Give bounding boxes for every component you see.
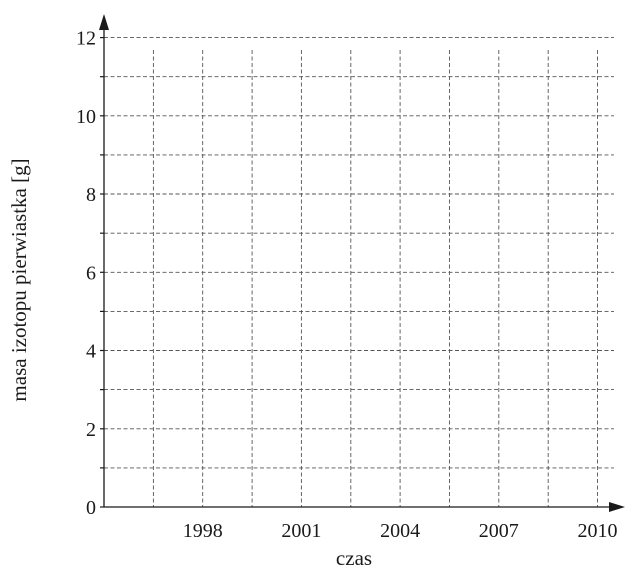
y-tick-label: 0 xyxy=(86,497,96,519)
x-tick-label: 2001 xyxy=(281,520,321,542)
y-tick-label: 8 xyxy=(86,184,96,206)
y-tick-label: 12 xyxy=(76,28,96,50)
y-tick-label: 4 xyxy=(86,341,96,363)
x-axis-title: czas xyxy=(336,546,372,570)
y-axis-arrowhead xyxy=(99,14,109,30)
x-tick-label: 2010 xyxy=(578,520,618,542)
x-tick-label: 2007 xyxy=(479,520,519,542)
axes xyxy=(99,14,625,512)
y-tick-label: 10 xyxy=(76,106,96,128)
x-tick-label: 1998 xyxy=(183,520,223,542)
x-tick-labels: 1998 2001 2004 2007 2010 xyxy=(183,520,618,542)
y-tick-labels: 0 2 4 6 8 10 12 xyxy=(76,28,96,519)
tick-marks xyxy=(100,36,104,508)
y-axis-title: masa izotopu pierwiastka [g] xyxy=(7,158,31,401)
x-axis-arrowhead xyxy=(609,502,625,512)
grid xyxy=(104,37,614,507)
y-tick-label: 2 xyxy=(86,419,96,441)
y-tick-label: 6 xyxy=(86,262,96,284)
x-tick-label: 2004 xyxy=(380,520,420,542)
